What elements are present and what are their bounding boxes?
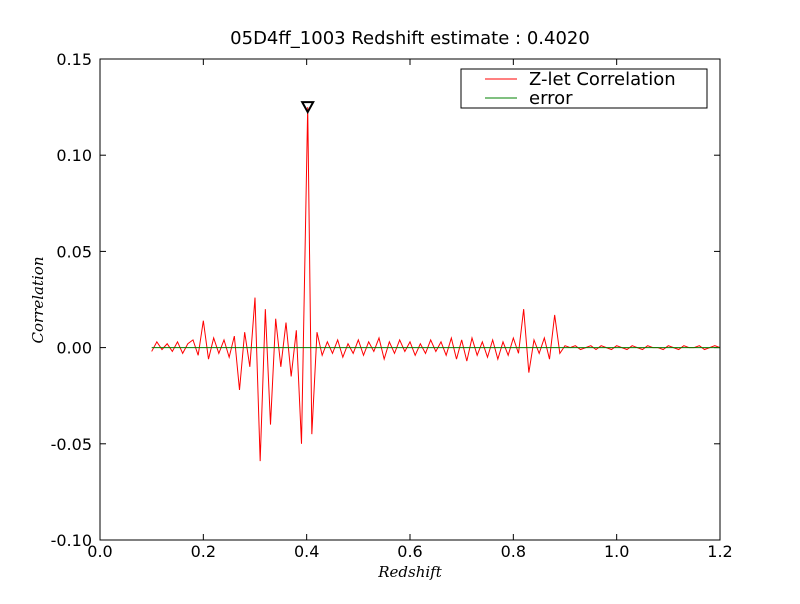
- plot-frame: [99, 58, 721, 541]
- y-tick-label: 0.10: [56, 146, 92, 165]
- x-axis-label: Redshift: [377, 563, 442, 581]
- x-tick-label: 0.0: [87, 542, 112, 561]
- peak-marker: [300, 101, 315, 115]
- y-tick-label: 0.05: [56, 242, 92, 261]
- x-tick-label: 1.0: [604, 542, 629, 561]
- y-tick-label: -0.05: [51, 435, 92, 454]
- x-tick-label: 0.2: [191, 542, 216, 561]
- x-tick-label: 0.4: [294, 542, 319, 561]
- x-tick-label: 0.6: [397, 542, 422, 561]
- legend-label: error: [529, 88, 573, 109]
- chart-title: 05D4ff_1003 Redshift estimate : 0.4020: [230, 28, 590, 49]
- y-tick-label: 0.00: [56, 339, 92, 358]
- y-tick-label: 0.15: [56, 50, 92, 69]
- legend-label: Z-let Correlation: [529, 69, 676, 90]
- legend-box: [460, 68, 708, 109]
- x-tick-label: 0.8: [501, 542, 526, 561]
- y-axis-label: Correlation: [29, 257, 47, 344]
- x-tick-label: 1.2: [707, 542, 732, 561]
- series-line: [151, 107, 721, 462]
- y-tick-label: -0.10: [51, 531, 92, 550]
